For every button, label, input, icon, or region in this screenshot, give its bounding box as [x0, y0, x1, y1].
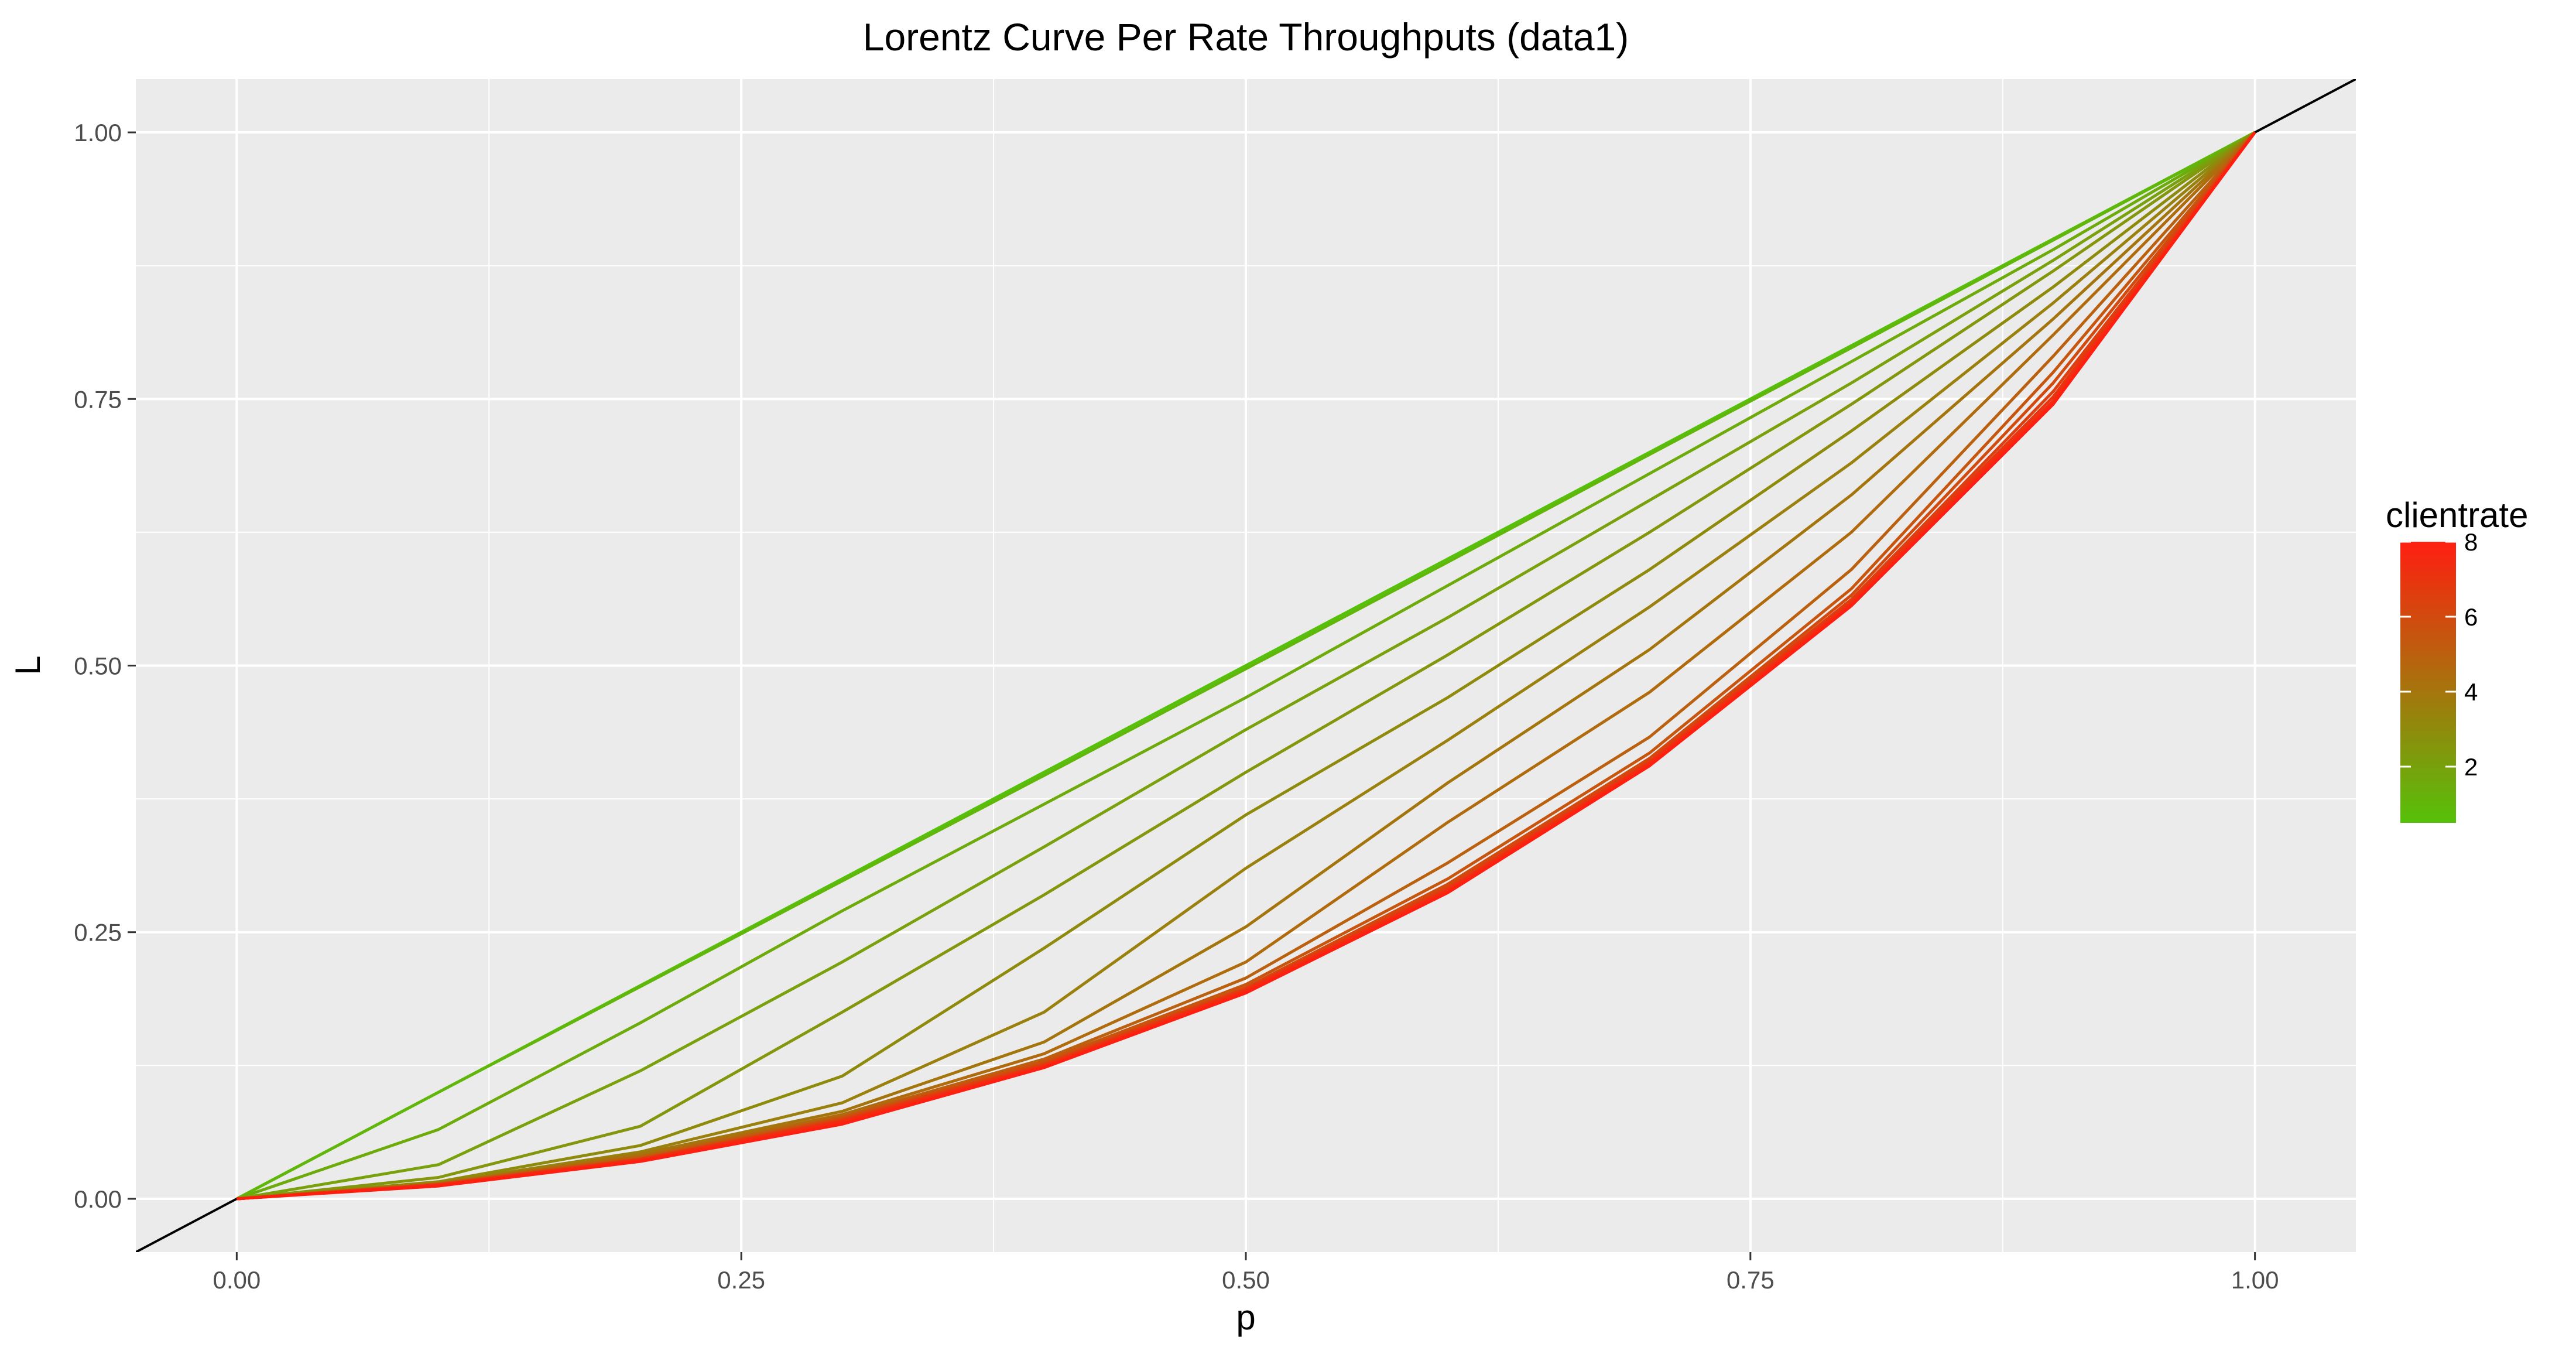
legend-ticks: 2 4 6 8 — [2400, 528, 2478, 781]
series-line — [236, 131, 2256, 1201]
series-line — [237, 131, 2256, 1201]
series-line — [237, 131, 2256, 1201]
legend-colorbar — [2400, 542, 2456, 823]
x-tick-label: 0.75 — [1727, 1266, 1775, 1294]
series-line — [236, 131, 2256, 1201]
y-axis: 0.00 0.25 0.50 0.75 1.00 — [74, 119, 136, 1213]
x-axis: 0.00 0.25 0.50 0.75 1.00 — [213, 1252, 2279, 1294]
legend-tick-label: 8 — [2464, 528, 2478, 556]
y-tick-label: 1.00 — [74, 119, 122, 146]
y-axis-title: L — [8, 655, 47, 675]
y-tick-label: 0.50 — [74, 652, 122, 680]
legend-tick-label: 2 — [2464, 753, 2478, 781]
x-tick-label: 0.00 — [213, 1266, 261, 1294]
x-tick-label: 0.25 — [717, 1266, 765, 1294]
y-tick-label: 0.00 — [74, 1185, 122, 1213]
series-lines — [236, 131, 2256, 1201]
legend-tick-label: 6 — [2464, 603, 2478, 631]
legend-title: clientrate — [2386, 495, 2528, 535]
legend: clientrate 2 4 6 8 — [2386, 495, 2528, 823]
series-line — [236, 131, 2256, 1201]
series-line — [237, 131, 2256, 1201]
y-tick-label: 0.25 — [74, 919, 122, 946]
chart-title: Lorentz Curve Per Rate Throughputs (data… — [863, 15, 1629, 59]
y-tick-label: 0.75 — [74, 385, 122, 413]
legend-tick-label: 4 — [2464, 678, 2478, 706]
x-tick-label: 0.50 — [1222, 1266, 1270, 1294]
x-axis-title: p — [1236, 1298, 1255, 1337]
series-line — [237, 131, 2256, 1201]
x-tick-label: 1.00 — [2231, 1266, 2279, 1294]
